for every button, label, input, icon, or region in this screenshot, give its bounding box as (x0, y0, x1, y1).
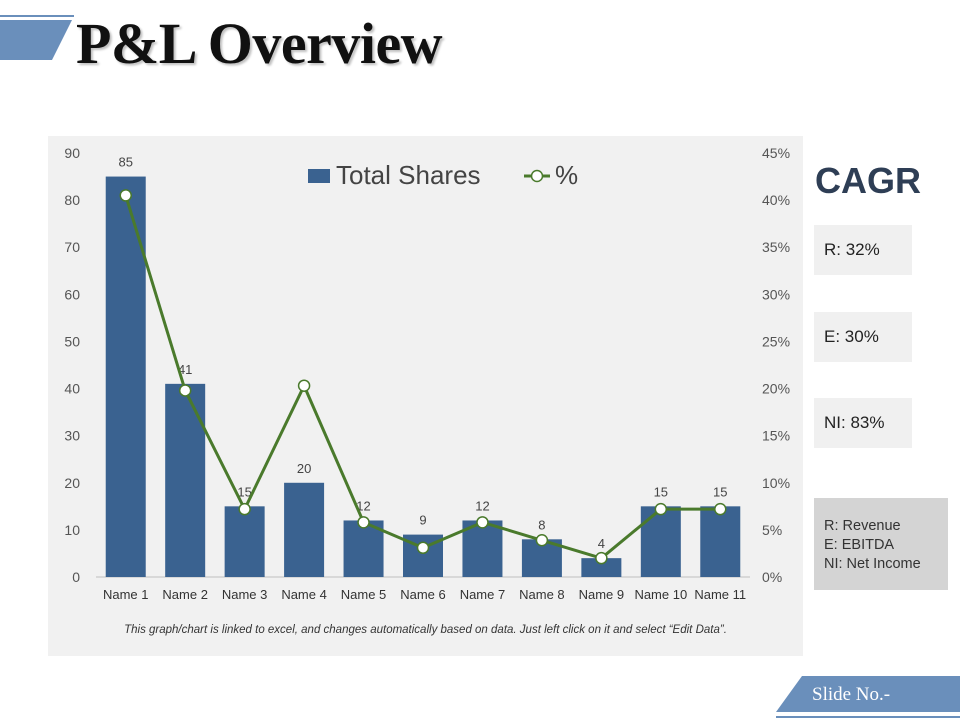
left-axis-tick-label: 80 (64, 192, 80, 208)
page-title: P&L Overview (76, 11, 443, 76)
left-axis-tick-label: 10 (64, 522, 80, 538)
x-axis-tick-label: Name 5 (341, 587, 387, 602)
left-axis-tick-label: 60 (64, 286, 80, 302)
percent-line (124, 194, 721, 560)
right-axis-tick-label: 45% (762, 145, 790, 161)
x-axis-tick-label: Name 6 (400, 587, 446, 602)
bar (700, 506, 741, 577)
cagr-ebitda-box: E: 30% (814, 312, 912, 362)
legend-entry-total-shares: Total Shares (336, 160, 481, 190)
left-axis-tick-label: 0 (72, 569, 80, 585)
bar (640, 506, 681, 577)
bar (462, 520, 503, 577)
x-axis-tick-label: Name 8 (519, 587, 565, 602)
combo-chart: 0 10 20 30 40 50 60 70 80 90 0% 5% 10% 15% 20% 25% 30% 35… (64, 145, 790, 602)
percent-marker (416, 541, 430, 555)
bar-data-label: 15 (713, 484, 727, 499)
bar-data-label: 9 (419, 513, 426, 528)
cagr-net-income-box: NI: 83% (814, 398, 912, 448)
bar-data-label: 12 (356, 498, 370, 513)
percent-marker (297, 379, 311, 392)
title-accent-shape (0, 15, 74, 60)
abbrev-net-income: NI: Net Income (824, 556, 921, 572)
right-axis-tick-label: 35% (762, 239, 790, 255)
percent-marker (357, 516, 370, 529)
left-axis-tick-label: 40 (64, 381, 80, 397)
percent-marker (119, 189, 132, 202)
bar (284, 482, 325, 577)
left-axis-tick-label: 20 (64, 475, 80, 491)
bar-data-label: 4 (598, 536, 605, 551)
x-axis-tick-label: Name 10 (634, 587, 687, 602)
x-axis-tick-label: Name 2 (162, 587, 208, 602)
cagr-revenue-label: R: 32% (824, 240, 880, 259)
bar-data-label: 12 (475, 498, 489, 513)
bar-data-label: 15 (654, 484, 668, 499)
bar-data-label: 20 (297, 461, 311, 476)
percent-marker (714, 502, 727, 516)
right-axis-tick-label: 5% (762, 522, 782, 538)
right-axis-tick-label: 25% (762, 333, 790, 349)
bar-data-label: 8 (538, 517, 545, 532)
percent-marker (476, 516, 489, 529)
cagr-net-income-label: NI: 83% (824, 413, 885, 432)
legend-bar-swatch (308, 169, 330, 183)
cagr-ebitda-label: E: 30% (824, 327, 879, 346)
left-axis-tick-label: 30 (64, 428, 80, 444)
chart-panel[interactable]: 0 10 20 30 40 50 60 70 80 90 0% 5% 10% 15% 20% 25% 30% 35… (48, 136, 803, 656)
cagr-heading: CAGR (815, 160, 921, 201)
percent-marker (178, 384, 192, 397)
slide-number-shape (776, 676, 960, 718)
right-axis-tick-label: 30% (762, 286, 790, 302)
x-axis-tick-label: Name 3 (222, 587, 268, 602)
x-axis-tick-label: Name 9 (579, 587, 625, 602)
bar (165, 383, 206, 577)
percent-marker (595, 551, 608, 565)
bar (581, 558, 622, 577)
percent-marker (238, 502, 251, 516)
left-axis-tick-label: 50 (64, 333, 80, 349)
bar-data-label: 85 (118, 155, 132, 170)
abbrev-revenue: R: Revenue (824, 518, 901, 534)
chart-note: This graph/chart is linked to excel, and… (124, 624, 727, 636)
slide-number: Slide No.- (812, 684, 891, 705)
cagr-revenue-box: R: 32% (814, 225, 912, 275)
bar-data-label: 41 (178, 362, 192, 377)
left-axis-tick-label: 90 (64, 145, 80, 161)
legend-marker-swatch (530, 169, 544, 183)
left-axis-tick-label: 70 (64, 239, 80, 255)
x-axis-tick-label: Name 1 (103, 587, 149, 602)
percent-marker (535, 534, 549, 547)
percent-marker (654, 502, 668, 516)
bar (343, 520, 384, 577)
x-axis-tick-label: Name 7 (460, 587, 506, 602)
bar (224, 506, 265, 577)
bar-data-label: 15 (237, 484, 251, 499)
right-axis-tick-label: 20% (762, 381, 790, 397)
right-axis-tick-label: 10% (762, 475, 790, 491)
right-axis-tick-label: 40% (762, 192, 790, 208)
abbrev-ebitda: E: EBITDA (824, 537, 895, 553)
right-axis-tick-label: 0% (762, 569, 782, 585)
x-axis-tick-label: Name 11 (694, 587, 746, 602)
x-axis-tick-label: Name 4 (281, 587, 327, 602)
right-axis-tick-label: 15% (762, 428, 790, 444)
legend-entry-percent: % (555, 160, 578, 190)
abbreviation-legend: R: Revenue E: EBITDA NI: Net Income (814, 498, 948, 590)
